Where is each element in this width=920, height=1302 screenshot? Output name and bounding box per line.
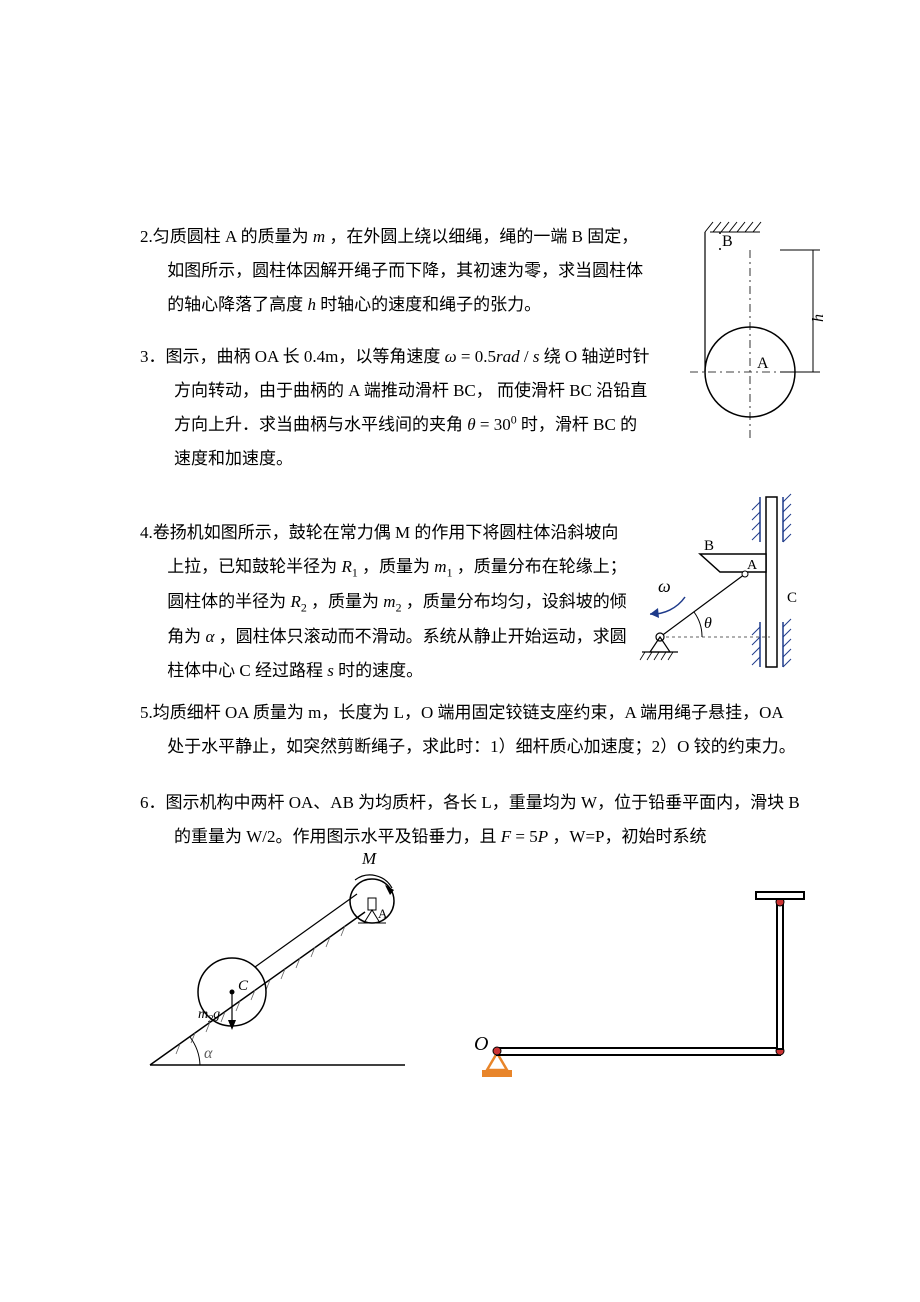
problem-5: 5.均质细杆 OA 质量为 m，长度为 L，O 端用固定铰链支座约束，A 端用绳… <box>140 696 800 764</box>
label-omega: ω <box>658 576 671 596</box>
label-M: M <box>361 850 377 868</box>
problem-2-num: 2. <box>140 227 153 246</box>
problem-6: 6．图示机构中两杆 OA、AB 为均质杆，各长 L，重量均为 W，位于铅垂平面内… <box>140 786 800 854</box>
label-theta: θ <box>704 615 712 632</box>
problem-5-text: 5.均质细杆 OA 质量为 m，长度为 L，O 端用固定铰链支座约束，A 端用绳… <box>140 696 800 764</box>
figure-p2: B h A <box>675 220 830 445</box>
problem-2: 2.匀质圆柱 A 的质量为 m ，在外圆上绕以细绳，绳的一端 B 固定，如图所示… <box>140 220 645 322</box>
problem-4: 4.卷扬机如图所示，鼓轮在常力偶 M 的作用下将圆柱体沿斜坡向上拉，已知鼓轮半径… <box>140 516 630 688</box>
label-C4: C <box>238 978 249 994</box>
problem-2-text: 2.匀质圆柱 A 的质量为 m ，在外圆上绕以细绳，绳的一端 B 固定，如图所示… <box>140 220 645 322</box>
problem-4-text: 4.卷扬机如图所示，鼓轮在常力偶 M 的作用下将圆柱体沿斜坡向上拉，已知鼓轮半径… <box>140 516 630 688</box>
problem-6-text: 6．图示机构中两杆 OA、AB 为均质杆，各长 L，重量均为 W，位于铅垂平面内… <box>140 786 800 854</box>
label-B3: B <box>704 538 714 554</box>
problem-3: 3．图示，曲柄 OA 长 0.4m，以等角速度 ω = 0.5rad / s 绕… <box>140 340 650 476</box>
label-A4: A <box>378 906 388 921</box>
figure-p3: B C A ω θ <box>630 492 820 677</box>
label-O: O <box>474 1033 488 1055</box>
problem-4-num: 4. <box>140 523 153 542</box>
label-A: A <box>757 355 769 372</box>
figure-p5: O <box>460 870 810 1090</box>
label-C3: C <box>787 590 797 606</box>
problem-3-text: 3．图示，曲柄 OA 长 0.4m，以等角速度 ω = 0.5rad / s 绕… <box>140 340 650 476</box>
label-alpha: α <box>204 1045 213 1062</box>
problem-5-num: 5. <box>140 703 153 722</box>
figure-p4: α C m2g M A <box>140 850 430 1080</box>
problem-3-num: 3． <box>140 347 166 366</box>
label-A3: A <box>747 558 758 573</box>
problem-6-num: 6． <box>140 793 166 812</box>
label-B: B <box>722 233 733 250</box>
label-h: h <box>810 314 827 322</box>
